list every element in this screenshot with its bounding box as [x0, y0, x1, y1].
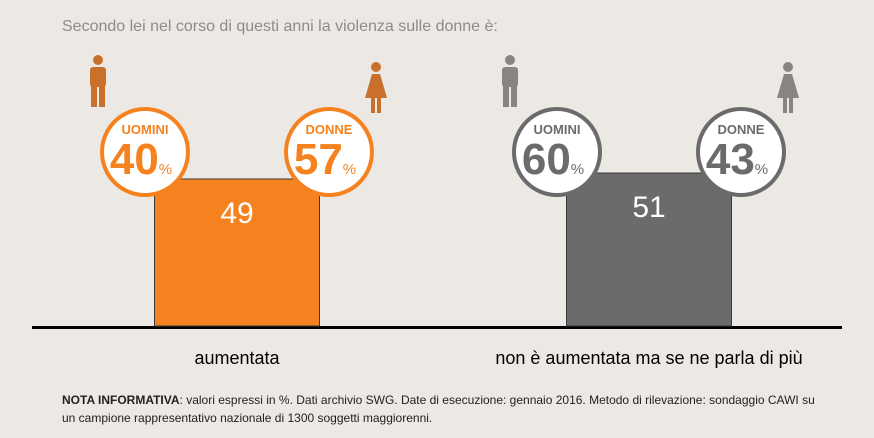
- bar-1: [154, 178, 320, 327]
- women-badge-1-value: 57%: [294, 135, 356, 184]
- women-badge-1-circle: [284, 107, 374, 197]
- bar-1-value: 49: [220, 197, 253, 230]
- man-icon: [90, 55, 106, 107]
- category-label-1: aumentata: [194, 348, 280, 368]
- men-badge-2-circle: [512, 107, 602, 197]
- bar-2: [566, 172, 732, 327]
- category-label-2: non è aumentata ma se ne parla di più: [495, 348, 802, 368]
- men-badge-2-value: 60%: [522, 135, 584, 184]
- men-badge-2-label: UOMINI: [534, 122, 581, 137]
- note-text: : valori espressi in %. Dati archivio SW…: [62, 393, 815, 425]
- women-badge-2-value: 43%: [706, 135, 768, 184]
- bar-2-value: 51: [632, 191, 665, 224]
- women-badge-2-label: DONNE: [718, 122, 765, 137]
- note-label: NOTA INFORMATIVA: [62, 393, 180, 407]
- women-badge-1-label: DONNE: [306, 122, 353, 137]
- men-badge-1-label: UOMINI: [122, 122, 169, 137]
- question-title: Secondo lei nel corso di questi anni la …: [62, 18, 498, 35]
- info-note: NOTA INFORMATIVA: valori espressi in %. …: [62, 391, 822, 427]
- men-badge-1-value: 40%: [110, 135, 172, 184]
- man-icon: [502, 55, 518, 107]
- woman-icon: [365, 62, 387, 113]
- woman-icon: [777, 62, 799, 113]
- women-badge-2-circle: [696, 107, 786, 197]
- men-badge-1-circle: [100, 107, 190, 197]
